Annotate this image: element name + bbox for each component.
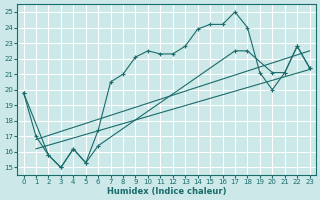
X-axis label: Humidex (Indice chaleur): Humidex (Indice chaleur)	[107, 187, 226, 196]
